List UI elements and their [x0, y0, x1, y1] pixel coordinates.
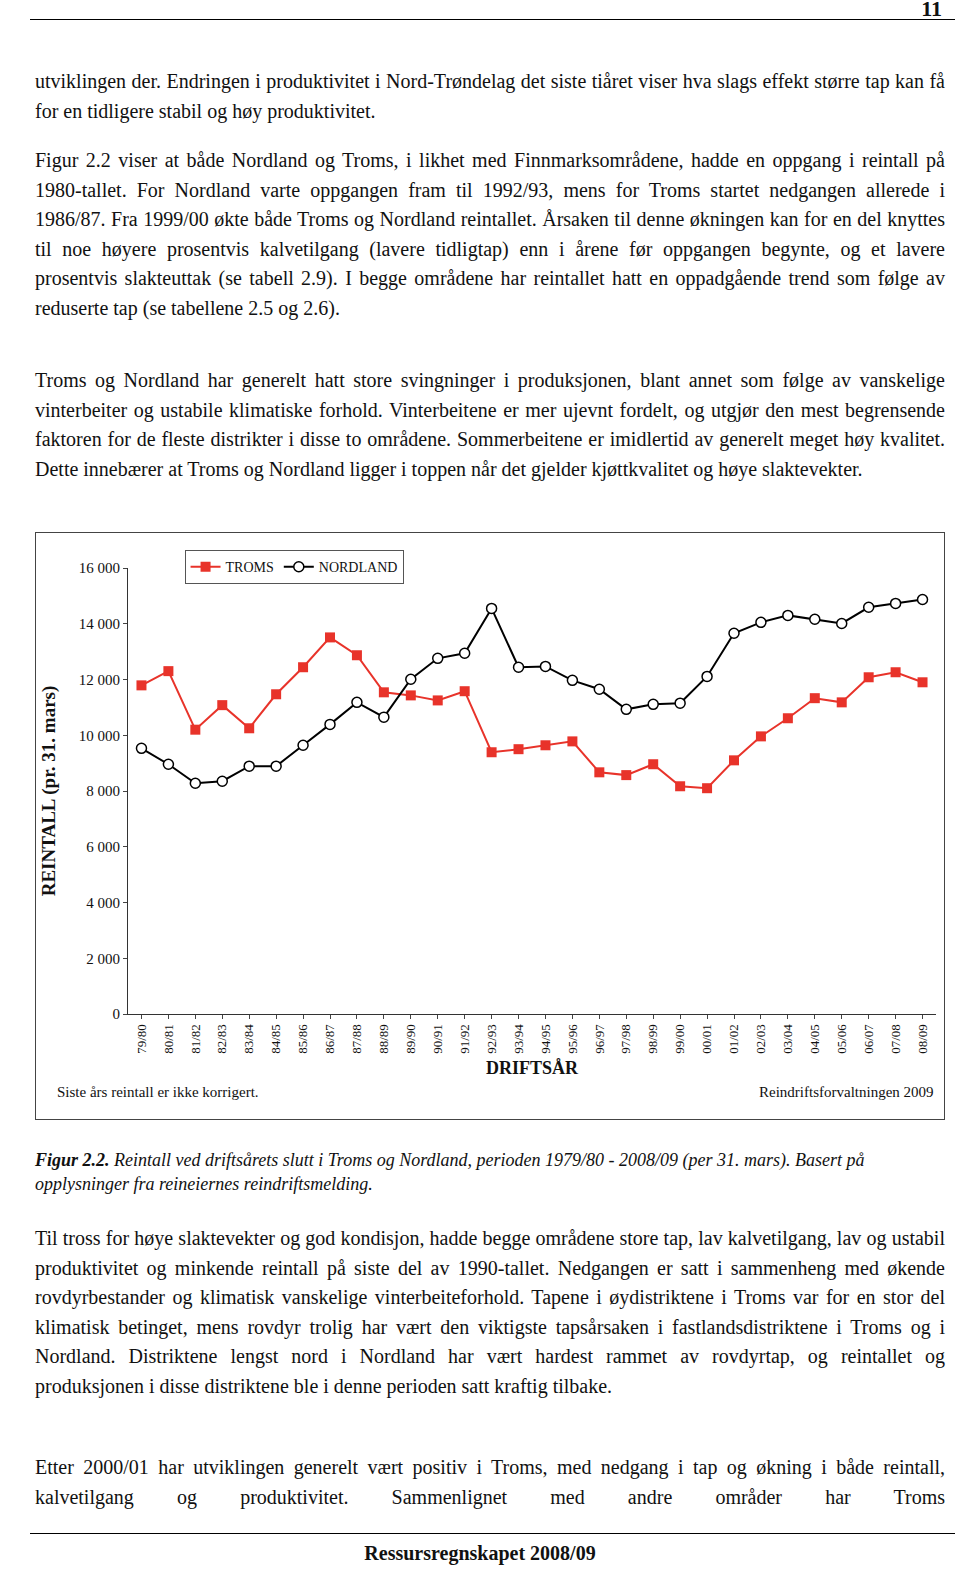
- svg-text:00/01: 00/01: [699, 1024, 714, 1054]
- svg-text:Siste års reintall er ikke kor: Siste års reintall er ikke korrigert.: [57, 1084, 259, 1100]
- svg-text:08/09: 08/09: [915, 1024, 930, 1054]
- svg-text:92/93: 92/93: [484, 1024, 499, 1054]
- svg-text:REINTALL (pr. 31. mars): REINTALL (pr. 31. mars): [38, 686, 60, 897]
- svg-text:16 000: 16 000: [79, 560, 120, 576]
- svg-text:10 000: 10 000: [79, 728, 120, 744]
- svg-text:0: 0: [113, 1006, 121, 1022]
- svg-text:DRIFTSÅR: DRIFTSÅR: [486, 1058, 579, 1078]
- svg-text:03/04: 03/04: [780, 1024, 795, 1054]
- html-text:utviklingen der. Endringen i p: utviklingen der. Endringen i produktivit…: [35, 70, 945, 122]
- svg-text:14 000: 14 000: [79, 616, 120, 632]
- svg-text:05/06: 05/06: [834, 1024, 849, 1054]
- svg-text:83/84: 83/84: [241, 1024, 256, 1054]
- svg-text:99/00: 99/00: [672, 1024, 687, 1054]
- svg-text:97/98: 97/98: [618, 1024, 633, 1054]
- svg-text:79/80: 79/80: [134, 1024, 149, 1054]
- svg-text:TROMS: TROMS: [226, 560, 274, 575]
- svg-text:80/81: 80/81: [161, 1024, 176, 1054]
- svg-text:NORDLAND: NORDLAND: [319, 560, 398, 575]
- svg-text:88/89: 88/89: [376, 1024, 391, 1054]
- html-text:Troms og Nordland har generelt: Troms og Nordland har generelt hatt stor…: [35, 369, 945, 480]
- svg-text:2 000: 2 000: [86, 951, 120, 967]
- svg-text:Reindriftsforvaltningen 2009: Reindriftsforvaltningen 2009: [759, 1084, 934, 1100]
- svg-text:94/95: 94/95: [538, 1024, 553, 1054]
- html-text:Figur 2.2 viser at både Nordla: Figur 2.2 viser at både Nordland og Trom…: [35, 149, 945, 319]
- svg-text:85/86: 85/86: [295, 1024, 310, 1054]
- svg-text:07/08: 07/08: [888, 1024, 903, 1054]
- html-text:Ressursregnskapet 2008/09: Ressursregnskapet 2008/09: [364, 1542, 596, 1564]
- svg-text:87/88: 87/88: [349, 1024, 364, 1054]
- svg-text:02/03: 02/03: [753, 1024, 768, 1054]
- svg-text:84/85: 84/85: [268, 1024, 283, 1054]
- svg-text:04/05: 04/05: [807, 1024, 822, 1054]
- svg-text:81/82: 81/82: [188, 1024, 203, 1054]
- html-text:Figur 2.2. Reintall ved drifts: Figur 2.2. Reintall ved driftsårets slut…: [35, 1150, 865, 1194]
- svg-text:93/94: 93/94: [511, 1024, 526, 1054]
- html-text:Etter 2000/01 har utviklingen: Etter 2000/01 har utviklingen generelt v…: [35, 1456, 945, 1508]
- svg-text:01/02: 01/02: [726, 1024, 741, 1054]
- svg-text:95/96: 95/96: [565, 1024, 580, 1054]
- svg-text:82/83: 82/83: [214, 1024, 229, 1054]
- svg-text:12 000: 12 000: [79, 672, 120, 688]
- svg-text:98/99: 98/99: [645, 1024, 660, 1054]
- svg-text:90/91: 90/91: [430, 1024, 445, 1054]
- svg-text:8 000: 8 000: [86, 783, 120, 799]
- svg-text:89/90: 89/90: [403, 1024, 418, 1054]
- svg-text:96/97: 96/97: [592, 1024, 607, 1054]
- svg-text:6 000: 6 000: [86, 839, 120, 855]
- svg-text:91/92: 91/92: [457, 1024, 472, 1054]
- svg-text:86/87: 86/87: [322, 1024, 337, 1054]
- html-text:Til tross for høye slaktevekte: Til tross for høye slaktevekter og god k…: [35, 1227, 945, 1397]
- svg-text:4 000: 4 000: [86, 895, 120, 911]
- svg-text:06/07: 06/07: [861, 1024, 876, 1054]
